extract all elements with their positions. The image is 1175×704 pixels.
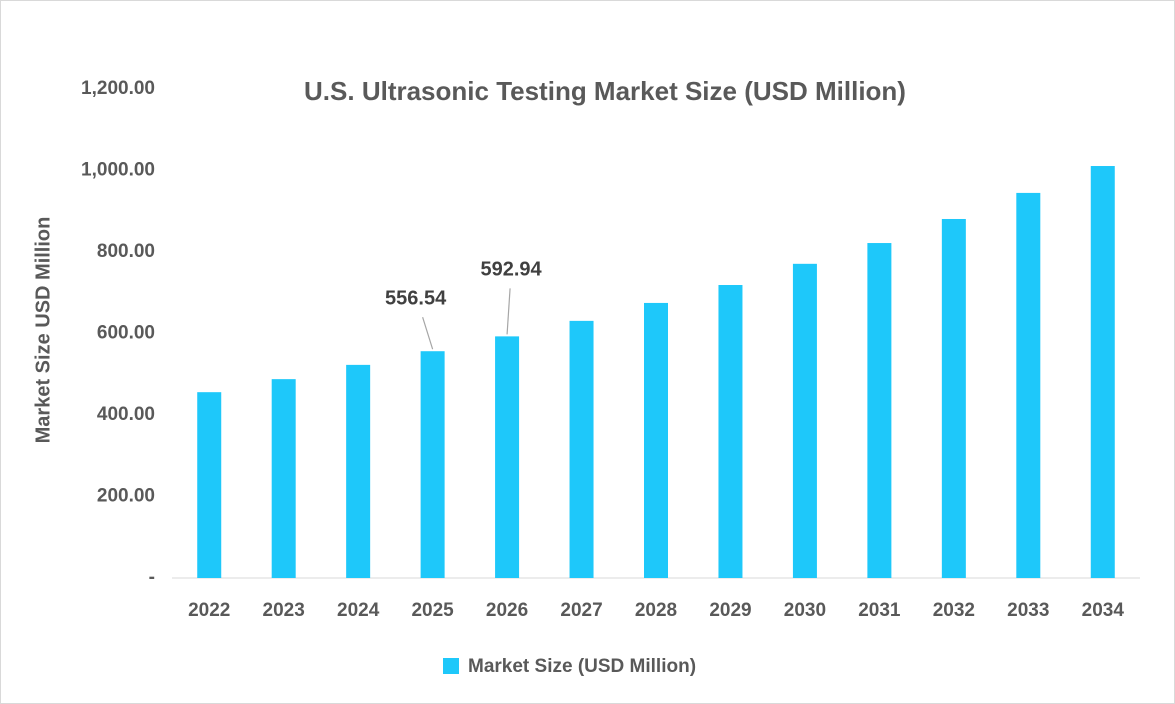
x-tick-label: 2031	[858, 600, 901, 621]
bar	[792, 263, 817, 578]
data-label: 556.54	[385, 287, 447, 309]
y-tick-label: 800.00	[97, 241, 155, 262]
data-label: 592.94	[480, 259, 542, 281]
bar	[941, 218, 966, 578]
leader-line	[422, 317, 434, 350]
bar	[1016, 192, 1041, 578]
legend-swatch	[443, 658, 459, 674]
x-tick-label: 2022	[188, 600, 230, 621]
legend-label: Market Size (USD Million)	[468, 656, 696, 677]
x-tick-label: 2034	[1082, 600, 1125, 621]
x-tick-label: 2028	[635, 600, 677, 621]
y-tick-label: 600.00	[97, 323, 155, 344]
x-tick-label: 2026	[486, 600, 528, 621]
bar	[867, 243, 892, 578]
chart-title: U.S. Ultrasonic Testing Market Size (USD…	[304, 76, 906, 106]
bar	[718, 285, 743, 578]
bar	[644, 302, 668, 578]
x-tick-label: 2027	[560, 600, 602, 621]
bar	[1090, 166, 1115, 578]
y-tick-label: 400.00	[97, 404, 155, 425]
y-tick-label: 1,200.00	[81, 78, 155, 99]
x-tick-label: 2023	[263, 600, 305, 621]
x-tick-label: 2029	[709, 600, 751, 621]
y-tick-label: 200.00	[97, 486, 155, 507]
bar	[420, 351, 445, 578]
bar	[271, 379, 296, 578]
y-axis-title: Market Size USD Million	[32, 217, 54, 444]
x-tick-label: 2032	[933, 600, 975, 621]
y-tick-label: -	[149, 567, 155, 588]
bar	[346, 364, 371, 578]
bar	[569, 320, 594, 578]
bar	[197, 392, 222, 578]
x-tick-label: 2033	[1007, 600, 1049, 621]
y-tick-label: 1,000.00	[81, 160, 155, 181]
leader-line	[506, 288, 511, 335]
x-tick-label: 2030	[784, 600, 826, 621]
x-tick-label: 2024	[337, 600, 380, 621]
bar	[495, 336, 520, 578]
x-tick-label: 2025	[411, 600, 454, 621]
